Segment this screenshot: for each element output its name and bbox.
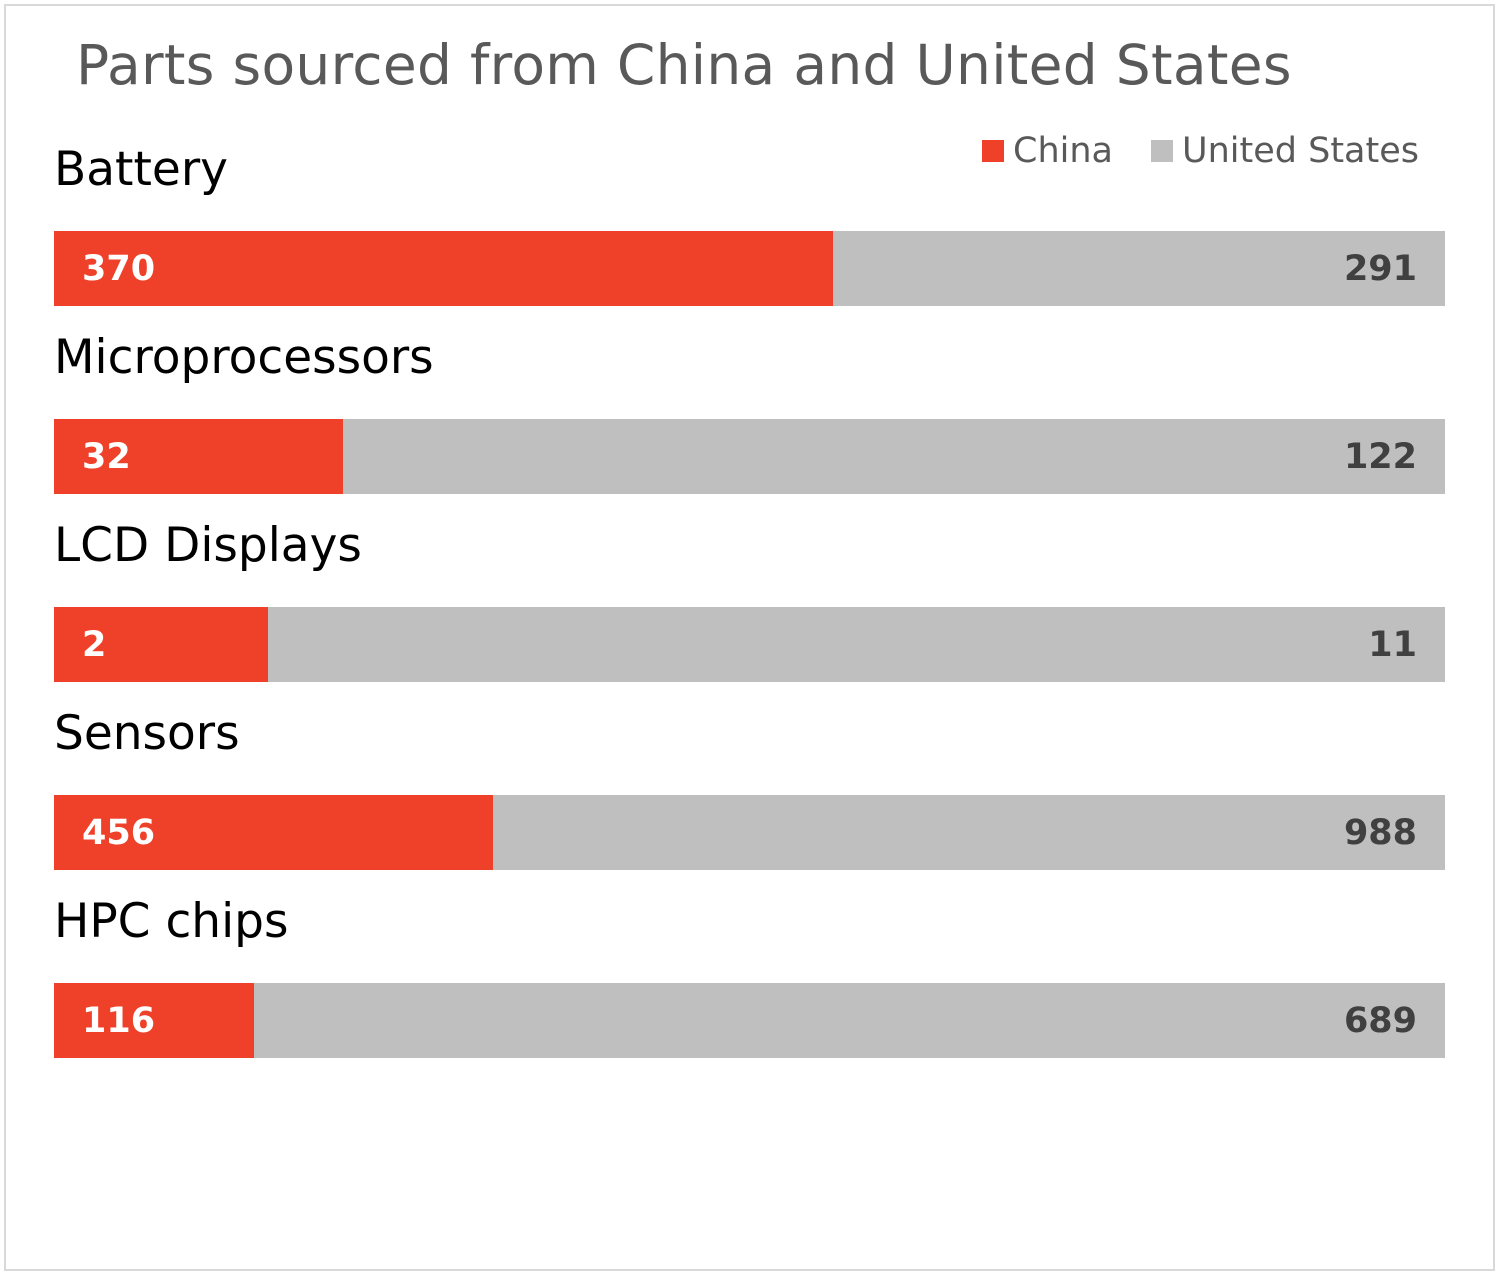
bar-segment-united-states-battery: 291: [833, 231, 1445, 306]
data-label-china-lcd-displays: 2: [82, 624, 107, 665]
bar-battery: 370 291: [54, 231, 1445, 306]
bar-hpc-chips: 116 689: [54, 983, 1445, 1058]
legend-label-united-states: United States: [1181, 131, 1419, 171]
data-label-united-states-microprocessors: 122: [1343, 436, 1417, 477]
data-label-china-battery: 370: [82, 248, 156, 289]
data-label-united-states-sensors: 988: [1343, 812, 1417, 853]
bar-segment-united-states-hpc-chips: 689: [254, 983, 1445, 1058]
bar-segment-china-battery: 370: [54, 231, 833, 306]
category-label-battery: Battery: [54, 142, 228, 197]
bar-microprocessors: 32 122: [54, 419, 1445, 494]
data-label-united-states-lcd-displays: 11: [1368, 624, 1417, 665]
bar-sensors: 456 988: [54, 795, 1445, 870]
bar-segment-united-states-sensors: 988: [493, 795, 1445, 870]
category-label-microprocessors: Microprocessors: [54, 330, 434, 385]
data-label-united-states-hpc-chips: 689: [1343, 1000, 1417, 1041]
chart-title: Parts sourced from China and United Stat…: [76, 33, 1292, 97]
legend-label-china: China: [1013, 131, 1113, 171]
chart-legend: China United States: [982, 128, 1419, 174]
legend-item-china: China: [982, 128, 1113, 174]
legend-swatch-china: [982, 140, 1004, 162]
bar-segment-china-hpc-chips: 116: [54, 983, 254, 1058]
data-label-china-microprocessors: 32: [82, 436, 131, 477]
bar-segment-china-sensors: 456: [54, 795, 493, 870]
bar-segment-united-states-lcd-displays: 11: [268, 607, 1445, 682]
bar-segment-china-microprocessors: 32: [54, 419, 343, 494]
data-label-china-sensors: 456: [82, 812, 156, 853]
bar-lcd-displays: 2 11: [54, 607, 1445, 682]
bar-segment-china-lcd-displays: 2: [54, 607, 268, 682]
legend-swatch-united-states: [1150, 140, 1173, 162]
bar-segment-united-states-microprocessors: 122: [343, 419, 1445, 494]
data-label-united-states-battery: 291: [1343, 248, 1417, 289]
category-label-lcd-displays: LCD Displays: [54, 518, 362, 573]
category-label-hpc-chips: HPC chips: [54, 894, 289, 949]
data-label-china-hpc-chips: 116: [82, 1000, 156, 1041]
legend-item-united-states: United States: [1150, 128, 1419, 174]
category-label-sensors: Sensors: [54, 706, 240, 761]
